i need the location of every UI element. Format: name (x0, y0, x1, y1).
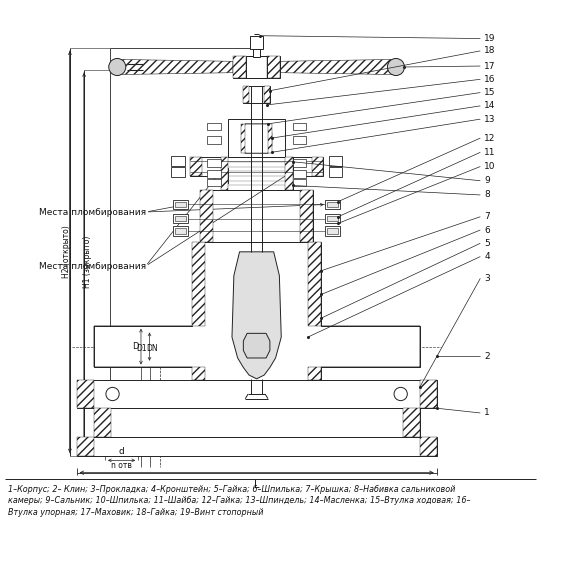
Text: 4: 4 (484, 252, 490, 261)
Polygon shape (327, 228, 338, 234)
Text: 18: 18 (484, 46, 495, 55)
Text: 1: 1 (484, 409, 490, 417)
Polygon shape (173, 200, 188, 209)
Text: L: L (254, 481, 259, 490)
Polygon shape (402, 408, 420, 437)
Text: 11: 11 (484, 148, 495, 157)
Text: 5: 5 (484, 239, 490, 248)
Polygon shape (264, 86, 270, 103)
Text: Места пломбирования: Места пломбирования (39, 262, 146, 271)
Text: 7: 7 (484, 212, 490, 221)
Polygon shape (93, 242, 420, 380)
Polygon shape (253, 49, 260, 56)
Polygon shape (173, 214, 188, 223)
Polygon shape (200, 190, 213, 242)
Text: D: D (132, 342, 138, 351)
Polygon shape (207, 123, 221, 131)
Polygon shape (329, 156, 342, 165)
Polygon shape (76, 437, 437, 455)
Text: 8: 8 (484, 190, 490, 200)
Text: 17: 17 (484, 62, 495, 71)
Polygon shape (280, 59, 396, 75)
Polygon shape (242, 124, 272, 153)
Polygon shape (292, 159, 306, 166)
Polygon shape (207, 179, 221, 186)
Text: 9: 9 (484, 176, 490, 185)
Polygon shape (190, 119, 323, 176)
Text: d: d (118, 447, 124, 455)
Polygon shape (325, 200, 340, 209)
Polygon shape (175, 216, 186, 222)
Text: Втулка упорная; 17–Маховик; 18–Гайка; 19–Винт стопорный: Втулка упорная; 17–Маховик; 18–Гайка; 19… (9, 508, 264, 517)
Polygon shape (93, 408, 111, 437)
Polygon shape (292, 136, 306, 144)
Polygon shape (172, 156, 185, 165)
Polygon shape (292, 170, 306, 178)
Text: 13: 13 (484, 115, 495, 124)
Text: 6: 6 (484, 226, 490, 234)
Polygon shape (175, 202, 186, 207)
Polygon shape (207, 170, 221, 178)
Text: n отв: n отв (111, 461, 132, 470)
Polygon shape (117, 59, 233, 75)
Text: Места пломбирования: Места пломбирования (39, 207, 146, 217)
Polygon shape (207, 159, 221, 166)
Polygon shape (325, 214, 340, 223)
Text: 16: 16 (484, 75, 495, 84)
Circle shape (109, 59, 126, 75)
Text: DN: DN (146, 344, 158, 353)
Polygon shape (285, 157, 292, 190)
Circle shape (394, 388, 408, 401)
Polygon shape (420, 437, 437, 455)
Polygon shape (172, 168, 185, 177)
Polygon shape (242, 124, 245, 153)
Polygon shape (292, 123, 306, 131)
Text: 10: 10 (484, 162, 495, 171)
Polygon shape (267, 56, 280, 78)
Polygon shape (233, 56, 280, 78)
Polygon shape (173, 226, 188, 236)
Polygon shape (243, 86, 270, 103)
Polygon shape (325, 226, 340, 236)
Circle shape (388, 59, 405, 75)
Polygon shape (207, 136, 221, 144)
Polygon shape (233, 56, 246, 78)
Polygon shape (292, 179, 306, 186)
Text: H2 (открыто): H2 (открыто) (62, 226, 71, 278)
Text: H1 (закрыто): H1 (закрыто) (83, 236, 92, 288)
Text: 14: 14 (484, 101, 495, 111)
Polygon shape (420, 380, 437, 408)
Text: 15: 15 (484, 88, 495, 97)
Polygon shape (329, 168, 342, 177)
Circle shape (106, 388, 119, 401)
Polygon shape (232, 252, 281, 379)
Text: камеры; 9–Сальник; 10–Шпилька; 11–Шайба; 12–Гайка; 13–Шпиндель; 14–Масленка; 15–: камеры; 9–Сальник; 10–Шпилька; 11–Шайба;… (9, 496, 471, 506)
Polygon shape (221, 157, 228, 190)
Text: 12: 12 (484, 133, 495, 142)
Polygon shape (327, 202, 338, 207)
Polygon shape (327, 216, 338, 222)
Polygon shape (76, 380, 93, 408)
Text: 1–Корпус; 2– Клин; 3–Прокладка; 4–Кронштейн; 5–Гайка; 6–Шпилька; 7–Крышка; 8–Наб: 1–Корпус; 2– Клин; 3–Прокладка; 4–Кроншт… (9, 485, 455, 494)
Polygon shape (312, 157, 323, 176)
Polygon shape (308, 242, 420, 380)
Text: 2: 2 (484, 352, 490, 361)
Polygon shape (243, 86, 249, 103)
Polygon shape (250, 36, 263, 49)
Text: 3: 3 (484, 274, 490, 283)
Text: 19: 19 (484, 34, 495, 43)
Polygon shape (243, 333, 270, 358)
Polygon shape (221, 157, 292, 190)
Polygon shape (93, 408, 420, 437)
Polygon shape (190, 157, 202, 176)
Polygon shape (300, 190, 314, 242)
Polygon shape (76, 380, 437, 408)
Polygon shape (268, 124, 272, 153)
Polygon shape (76, 437, 93, 455)
Polygon shape (93, 242, 205, 380)
Text: D1: D1 (136, 344, 146, 353)
Polygon shape (200, 190, 314, 242)
Polygon shape (175, 228, 186, 234)
